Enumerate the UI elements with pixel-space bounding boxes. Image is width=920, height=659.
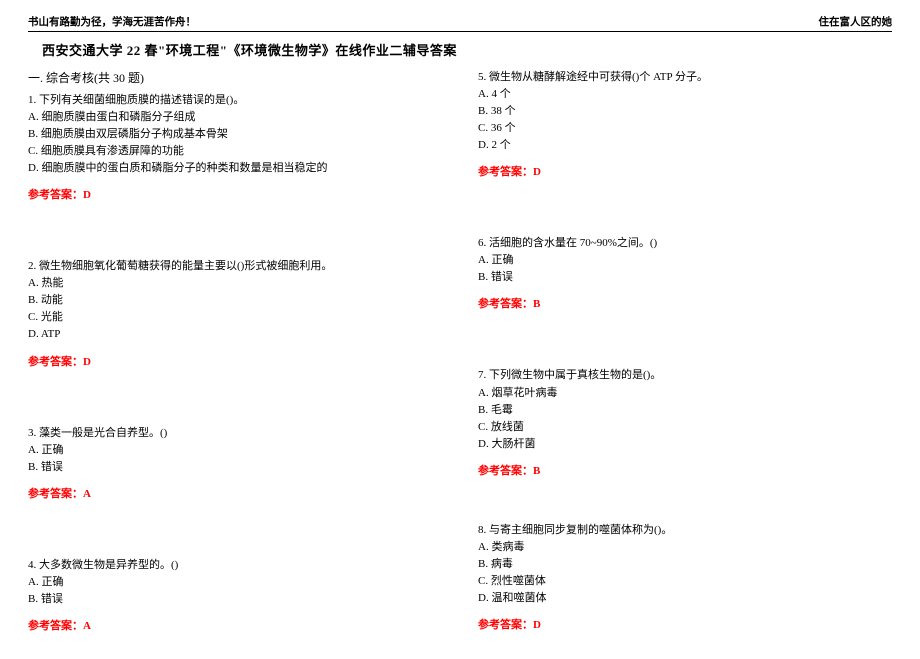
- question-option: C. 光能: [28, 309, 442, 326]
- question-option: B. 错误: [478, 269, 892, 286]
- question-option: D. 大肠杆菌: [478, 436, 892, 453]
- answer-line: 参考答案：B: [478, 296, 892, 313]
- question-option: C. 36 个: [478, 120, 892, 137]
- answer-line: 参考答案：D: [478, 617, 892, 634]
- question-stem: 7. 下列微生物中属于真核生物的是()。: [478, 367, 892, 384]
- column-right: 5. 微生物从糖酵解途经中可获得()个 ATP 分子。 A. 4 个 B. 38…: [478, 69, 892, 659]
- question-2: 2. 微生物细胞氧化葡萄糖获得的能量主要以()形式被细胞利用。 A. 热能 B.…: [28, 258, 442, 370]
- question-option: D. 温和噬菌体: [478, 590, 892, 607]
- question-4: 4. 大多数微生物是异养型的。() A. 正确 B. 错误 参考答案：A: [28, 557, 442, 635]
- question-stem: 5. 微生物从糖酵解途经中可获得()个 ATP 分子。: [478, 69, 892, 86]
- question-6: 6. 活细胞的含水量在 70~90%之间。() A. 正确 B. 错误 参考答案…: [478, 235, 892, 313]
- question-option: D. 细胞质膜中的蛋白质和磷脂分子的种类和数量是相当稳定的: [28, 160, 442, 177]
- answer-line: 参考答案：D: [28, 187, 442, 204]
- answer-line: 参考答案：A: [28, 486, 442, 503]
- question-option: A. 类病毒: [478, 539, 892, 556]
- question-option: B. 病毒: [478, 556, 892, 573]
- question-option: B. 动能: [28, 292, 442, 309]
- question-option: C. 烈性噬菌体: [478, 573, 892, 590]
- question-stem: 3. 藻类一般是光合自养型。(): [28, 425, 442, 442]
- question-5: 5. 微生物从糖酵解途经中可获得()个 ATP 分子。 A. 4 个 B. 38…: [478, 69, 892, 181]
- question-option: B. 毛霉: [478, 402, 892, 419]
- question-option: C. 放线菌: [478, 419, 892, 436]
- answer-line: 参考答案：D: [28, 354, 442, 371]
- question-stem: 2. 微生物细胞氧化葡萄糖获得的能量主要以()形式被细胞利用。: [28, 258, 442, 275]
- question-stem: 6. 活细胞的含水量在 70~90%之间。(): [478, 235, 892, 252]
- answer-line: 参考答案：A: [28, 618, 442, 635]
- section-header: 一. 综合考核(共 30 题): [28, 69, 442, 86]
- question-option: A. 正确: [478, 252, 892, 269]
- header-right: 住在富人区的她: [819, 14, 893, 29]
- header-divider: [28, 31, 892, 32]
- question-option: A. 烟草花叶病毒: [478, 385, 892, 402]
- question-stem: 4. 大多数微生物是异养型的。(): [28, 557, 442, 574]
- question-option: B. 细胞质膜由双层磷脂分子构成基本骨架: [28, 126, 442, 143]
- question-option: B. 错误: [28, 591, 442, 608]
- answer-line: 参考答案：B: [478, 463, 892, 480]
- column-left: 一. 综合考核(共 30 题) 1. 下列有关细菌细胞质膜的描述错误的是()。 …: [28, 69, 442, 659]
- question-option: A. 正确: [28, 574, 442, 591]
- question-3: 3. 藻类一般是光合自养型。() A. 正确 B. 错误 参考答案：A: [28, 425, 442, 503]
- header-left: 书山有路勤为径，学海无涯苦作舟！: [28, 14, 196, 29]
- question-option: B. 38 个: [478, 103, 892, 120]
- question-option: D. ATP: [28, 326, 442, 343]
- question-8: 8. 与寄主细胞同步复制的噬菌体称为()。 A. 类病毒 B. 病毒 C. 烈性…: [478, 522, 892, 634]
- question-option: A. 细胞质膜由蛋白和磷脂分子组成: [28, 109, 442, 126]
- question-option: A. 正确: [28, 442, 442, 459]
- question-stem: 1. 下列有关细菌细胞质膜的描述错误的是()。: [28, 92, 442, 109]
- question-option: B. 错误: [28, 459, 442, 476]
- question-1: 1. 下列有关细菌细胞质膜的描述错误的是()。 A. 细胞质膜由蛋白和磷脂分子组…: [28, 92, 442, 204]
- question-option: D. 2 个: [478, 137, 892, 154]
- answer-line: 参考答案：D: [478, 164, 892, 181]
- page-title: 西安交通大学 22 春"环境工程"《环境微生物学》在线作业二辅导答案: [42, 40, 892, 59]
- question-option: A. 热能: [28, 275, 442, 292]
- question-7: 7. 下列微生物中属于真核生物的是()。 A. 烟草花叶病毒 B. 毛霉 C. …: [478, 367, 892, 479]
- question-option: C. 细胞质膜具有渗透屏障的功能: [28, 143, 442, 160]
- question-option: A. 4 个: [478, 86, 892, 103]
- question-stem: 8. 与寄主细胞同步复制的噬菌体称为()。: [478, 522, 892, 539]
